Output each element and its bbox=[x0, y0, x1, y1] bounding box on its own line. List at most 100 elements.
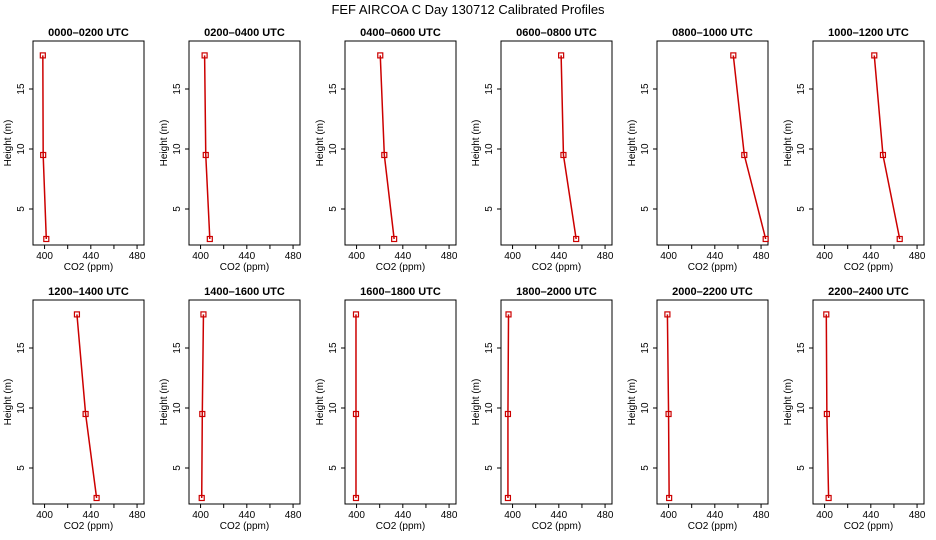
data-point bbox=[560, 151, 567, 159]
x-tick-label: 440 bbox=[394, 510, 411, 521]
x-tick-label: 440 bbox=[550, 510, 567, 521]
data-point bbox=[391, 235, 398, 243]
plot-frame bbox=[812, 299, 925, 505]
x-tick-label: 400 bbox=[504, 251, 521, 262]
panel-title: 0000–0200 UTC bbox=[48, 27, 129, 39]
data-point bbox=[43, 235, 50, 243]
data-point bbox=[558, 52, 565, 59]
y-tick-label: 5 bbox=[484, 206, 495, 212]
y-tick-label: 15 bbox=[172, 342, 183, 354]
profile-panel: 2000–2200 UTC 400 440 480 CO2 (ppm) 5 10 15 Heig… bbox=[627, 286, 770, 532]
data-point bbox=[573, 235, 580, 243]
profile-line bbox=[507, 314, 510, 498]
data-point bbox=[504, 494, 512, 502]
y-axis-label: Height (m) bbox=[3, 379, 14, 426]
x-tick-label: 400 bbox=[192, 251, 209, 262]
x-tick-label: 400 bbox=[660, 510, 677, 521]
x-tick-label: 480 bbox=[597, 510, 614, 521]
y-tick-label: 5 bbox=[796, 206, 807, 212]
x-tick-label: 480 bbox=[909, 510, 926, 521]
x-tick-label: 480 bbox=[129, 251, 146, 262]
y-tick-label: 5 bbox=[640, 206, 651, 212]
y-tick-label: 15 bbox=[16, 342, 27, 354]
data-point bbox=[505, 311, 512, 318]
data-point bbox=[879, 151, 887, 159]
plot-frame bbox=[32, 40, 145, 246]
y-tick-label: 5 bbox=[328, 206, 339, 212]
y-tick-label: 5 bbox=[172, 465, 183, 471]
data-point bbox=[198, 494, 205, 502]
data-point bbox=[202, 151, 209, 159]
y-tick-label: 10 bbox=[484, 143, 495, 155]
profile-panel: 2200–2400 UTC 400 440 480 CO2 (ppm) 5 10 15 Heig… bbox=[783, 286, 926, 532]
figure-title: FEF AIRCOA C Day 130712 Calibrated Profi… bbox=[331, 2, 605, 17]
plot-frame bbox=[188, 40, 301, 246]
x-tick-label: 480 bbox=[129, 510, 146, 521]
profile-line bbox=[42, 55, 48, 240]
panel-title: 1800–2000 UTC bbox=[516, 286, 597, 298]
plot-frame bbox=[344, 299, 457, 505]
y-tick-label: 15 bbox=[16, 83, 27, 95]
panel-title: 2200–2400 UTC bbox=[828, 286, 909, 298]
x-tick-label: 400 bbox=[348, 510, 365, 521]
y-axis-label: Height (m) bbox=[315, 379, 326, 426]
x-tick-label: 440 bbox=[862, 510, 879, 521]
panels-grid: 0000–0200 UTC 400 440 480 CO2 (ppm) 5 10 15 Heig… bbox=[3, 27, 926, 532]
x-tick-label: 440 bbox=[706, 510, 723, 521]
data-point bbox=[93, 494, 100, 502]
profile-panel: 1000–1200 UTC 400 440 480 CO2 (ppm) 5 10 15 Heig… bbox=[783, 27, 926, 273]
y-tick-label: 10 bbox=[640, 402, 651, 414]
data-point bbox=[896, 235, 903, 243]
x-tick-label: 400 bbox=[36, 251, 53, 262]
x-tick-label: 440 bbox=[82, 251, 99, 262]
plot-frame bbox=[656, 40, 769, 246]
x-tick-label: 440 bbox=[550, 251, 567, 262]
x-axis-label: CO2 (ppm) bbox=[688, 521, 737, 532]
y-tick-label: 15 bbox=[172, 83, 183, 95]
profile-line bbox=[732, 55, 767, 240]
x-tick-label: 440 bbox=[238, 251, 255, 262]
x-tick-label: 480 bbox=[441, 251, 458, 262]
x-tick-label: 480 bbox=[909, 251, 926, 262]
y-tick-label: 15 bbox=[328, 83, 339, 95]
data-point bbox=[762, 235, 769, 243]
x-axis-label: CO2 (ppm) bbox=[844, 262, 893, 273]
profile-line bbox=[203, 55, 211, 240]
x-tick-label: 480 bbox=[753, 510, 770, 521]
x-axis-label: CO2 (ppm) bbox=[220, 262, 269, 273]
y-tick-label: 5 bbox=[796, 465, 807, 471]
x-tick-label: 480 bbox=[441, 510, 458, 521]
x-tick-label: 480 bbox=[597, 251, 614, 262]
y-tick-label: 15 bbox=[796, 83, 807, 95]
y-tick-label: 10 bbox=[796, 402, 807, 414]
y-axis-label: Height (m) bbox=[3, 120, 14, 167]
x-axis-label: CO2 (ppm) bbox=[376, 262, 425, 273]
y-tick-label: 5 bbox=[484, 465, 495, 471]
y-tick-label: 5 bbox=[172, 206, 183, 212]
x-tick-label: 400 bbox=[348, 251, 365, 262]
x-tick-label: 440 bbox=[706, 251, 723, 262]
profile-line bbox=[873, 55, 901, 240]
y-tick-label: 5 bbox=[328, 465, 339, 471]
data-point bbox=[352, 311, 360, 318]
y-axis-label: Height (m) bbox=[783, 379, 794, 426]
plot-frame bbox=[656, 299, 769, 505]
data-point bbox=[377, 52, 384, 59]
x-tick-label: 480 bbox=[285, 510, 302, 521]
y-axis-label: Height (m) bbox=[315, 120, 326, 167]
plot-frame bbox=[500, 40, 613, 246]
y-tick-label: 15 bbox=[640, 342, 651, 354]
y-axis-label: Height (m) bbox=[627, 379, 638, 426]
x-axis-label: CO2 (ppm) bbox=[64, 262, 113, 273]
y-tick-label: 5 bbox=[16, 465, 27, 471]
data-point bbox=[823, 410, 830, 418]
plot-frame bbox=[812, 40, 925, 246]
profile-line bbox=[560, 55, 577, 240]
x-tick-label: 400 bbox=[660, 251, 677, 262]
panel-title: 0400–0600 UTC bbox=[360, 27, 441, 39]
y-tick-label: 5 bbox=[640, 465, 651, 471]
profile-line bbox=[666, 314, 670, 499]
plot-frame bbox=[32, 299, 145, 505]
profile-line bbox=[200, 314, 205, 499]
panel-title: 1000–1200 UTC bbox=[828, 27, 909, 39]
